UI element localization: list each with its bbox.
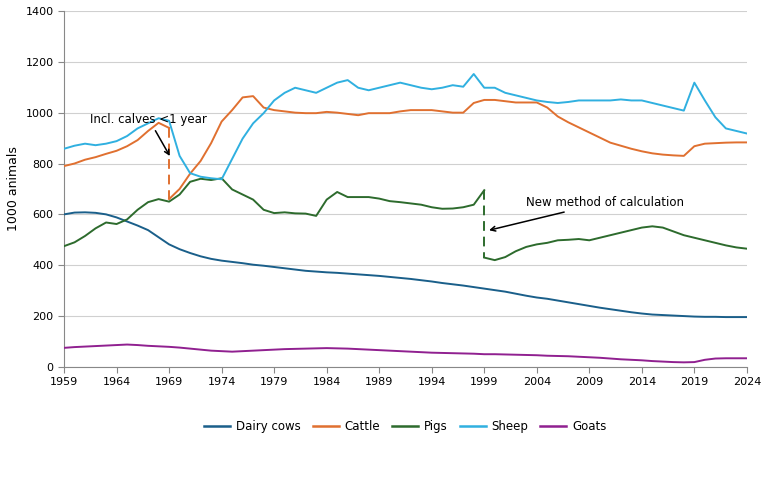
Text: Incl. calves <1 year: Incl. calves <1 year: [91, 113, 207, 155]
Y-axis label: 1000 animals: 1000 animals: [7, 146, 20, 231]
Legend: Dairy cows, Cattle, Pigs, Sheep, Goats: Dairy cows, Cattle, Pigs, Sheep, Goats: [200, 416, 611, 438]
Text: New method of calculation: New method of calculation: [491, 196, 684, 231]
